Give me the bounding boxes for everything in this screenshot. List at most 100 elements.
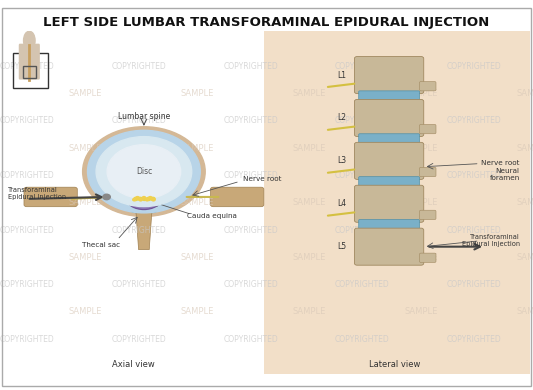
Text: SAMPLE: SAMPLE xyxy=(405,198,438,207)
Text: COPYRIGHTED: COPYRIGHTED xyxy=(335,171,390,180)
Text: L1: L1 xyxy=(337,71,346,80)
Text: COPYRIGHTED: COPYRIGHTED xyxy=(447,225,502,235)
Text: COPYRIGHTED: COPYRIGHTED xyxy=(223,335,278,344)
FancyBboxPatch shape xyxy=(354,228,424,265)
Text: COPYRIGHTED: COPYRIGHTED xyxy=(111,225,166,235)
Text: Nerve root: Nerve root xyxy=(243,176,281,183)
Text: COPYRIGHTED: COPYRIGHTED xyxy=(0,280,54,289)
FancyBboxPatch shape xyxy=(211,187,264,207)
FancyBboxPatch shape xyxy=(359,220,419,231)
FancyBboxPatch shape xyxy=(419,210,436,220)
Circle shape xyxy=(87,130,200,213)
Text: SAMPLE: SAMPLE xyxy=(69,144,102,153)
Text: SAMPLE: SAMPLE xyxy=(405,89,438,98)
Polygon shape xyxy=(136,211,152,250)
FancyBboxPatch shape xyxy=(354,185,424,222)
Text: COPYRIGHTED: COPYRIGHTED xyxy=(111,280,166,289)
FancyBboxPatch shape xyxy=(359,177,419,188)
Text: COPYRIGHTED: COPYRIGHTED xyxy=(447,280,502,289)
Text: SAMPLE: SAMPLE xyxy=(181,89,214,98)
Text: COPYRIGHTED: COPYRIGHTED xyxy=(223,116,278,126)
Text: Lumbar spine: Lumbar spine xyxy=(118,112,170,121)
Text: COPYRIGHTED: COPYRIGHTED xyxy=(335,225,390,235)
Text: SAMPLE: SAMPLE xyxy=(516,144,533,153)
Text: SAMPLE: SAMPLE xyxy=(516,307,533,317)
Text: SAMPLE: SAMPLE xyxy=(293,89,326,98)
Text: L4: L4 xyxy=(337,199,346,208)
Text: SAMPLE: SAMPLE xyxy=(293,144,326,153)
Circle shape xyxy=(83,127,205,216)
Text: COPYRIGHTED: COPYRIGHTED xyxy=(111,171,166,180)
Text: SAMPLE: SAMPLE xyxy=(293,307,326,317)
Text: Cauda equina: Cauda equina xyxy=(187,213,237,220)
Text: COPYRIGHTED: COPYRIGHTED xyxy=(335,335,390,344)
Circle shape xyxy=(147,197,151,200)
Text: SAMPLE: SAMPLE xyxy=(69,253,102,262)
Text: COPYRIGHTED: COPYRIGHTED xyxy=(223,280,278,289)
Text: SAMPLE: SAMPLE xyxy=(293,198,326,207)
Text: Transforaminal
Epidural Injection: Transforaminal Epidural Injection xyxy=(8,186,66,200)
Text: SAMPLE: SAMPLE xyxy=(293,253,326,262)
FancyBboxPatch shape xyxy=(19,44,40,80)
Text: COPYRIGHTED: COPYRIGHTED xyxy=(223,171,278,180)
Text: COPYRIGHTED: COPYRIGHTED xyxy=(0,62,54,71)
FancyBboxPatch shape xyxy=(354,57,424,94)
Text: Thecal sac: Thecal sac xyxy=(82,242,120,248)
Text: COPYRIGHTED: COPYRIGHTED xyxy=(0,116,54,126)
Text: L3: L3 xyxy=(337,156,346,165)
Circle shape xyxy=(142,197,146,199)
Text: SAMPLE: SAMPLE xyxy=(516,89,533,98)
Text: SAMPLE: SAMPLE xyxy=(405,144,438,153)
Text: COPYRIGHTED: COPYRIGHTED xyxy=(447,116,502,126)
Text: L2: L2 xyxy=(337,113,346,122)
Text: COPYRIGHTED: COPYRIGHTED xyxy=(447,171,502,180)
Text: COPYRIGHTED: COPYRIGHTED xyxy=(223,62,278,71)
Text: COPYRIGHTED: COPYRIGHTED xyxy=(335,280,390,289)
Circle shape xyxy=(136,197,139,199)
Circle shape xyxy=(23,31,35,50)
Text: SAMPLE: SAMPLE xyxy=(69,307,102,317)
Text: COPYRIGHTED: COPYRIGHTED xyxy=(447,62,502,71)
Text: COPYRIGHTED: COPYRIGHTED xyxy=(111,116,166,126)
Ellipse shape xyxy=(120,184,168,214)
Text: SAMPLE: SAMPLE xyxy=(516,198,533,207)
Circle shape xyxy=(107,145,181,199)
FancyBboxPatch shape xyxy=(419,124,436,134)
Text: COPYRIGHTED: COPYRIGHTED xyxy=(223,225,278,235)
Circle shape xyxy=(152,199,155,201)
Text: COPYRIGHTED: COPYRIGHTED xyxy=(335,62,390,71)
Text: SAMPLE: SAMPLE xyxy=(405,253,438,262)
Circle shape xyxy=(103,194,110,200)
Text: L5: L5 xyxy=(337,242,346,251)
Text: SAMPLE: SAMPLE xyxy=(181,198,214,207)
FancyBboxPatch shape xyxy=(359,91,419,102)
Text: COPYRIGHTED: COPYRIGHTED xyxy=(335,116,390,126)
Text: COPYRIGHTED: COPYRIGHTED xyxy=(0,335,54,344)
Text: COPYRIGHTED: COPYRIGHTED xyxy=(0,225,54,235)
Text: SAMPLE: SAMPLE xyxy=(181,253,214,262)
Circle shape xyxy=(146,199,149,201)
Text: Transforaminal
Epidural Injection: Transforaminal Epidural Injection xyxy=(462,234,520,247)
FancyBboxPatch shape xyxy=(359,134,419,145)
FancyBboxPatch shape xyxy=(419,82,436,91)
Text: Nerve root: Nerve root xyxy=(481,160,520,166)
Text: SAMPLE: SAMPLE xyxy=(69,89,102,98)
FancyBboxPatch shape xyxy=(354,99,424,136)
FancyBboxPatch shape xyxy=(419,253,436,262)
Text: Disc: Disc xyxy=(136,167,152,176)
Text: Lateral view: Lateral view xyxy=(369,360,420,369)
Circle shape xyxy=(139,199,142,201)
Text: LEFT SIDE LUMBAR TRANSFORAMINAL EPIDURAL INJECTION: LEFT SIDE LUMBAR TRANSFORAMINAL EPIDURAL… xyxy=(43,16,490,28)
Text: SAMPLE: SAMPLE xyxy=(181,307,214,317)
Text: SAMPLE: SAMPLE xyxy=(69,198,102,207)
Circle shape xyxy=(133,199,136,201)
Text: COPYRIGHTED: COPYRIGHTED xyxy=(447,335,502,344)
FancyBboxPatch shape xyxy=(264,31,530,374)
Text: SAMPLE: SAMPLE xyxy=(516,253,533,262)
FancyBboxPatch shape xyxy=(419,167,436,177)
Text: SAMPLE: SAMPLE xyxy=(181,144,214,153)
Text: Neural
foramen: Neural foramen xyxy=(489,168,520,181)
Circle shape xyxy=(151,197,155,200)
FancyBboxPatch shape xyxy=(354,142,424,179)
Circle shape xyxy=(142,197,147,200)
